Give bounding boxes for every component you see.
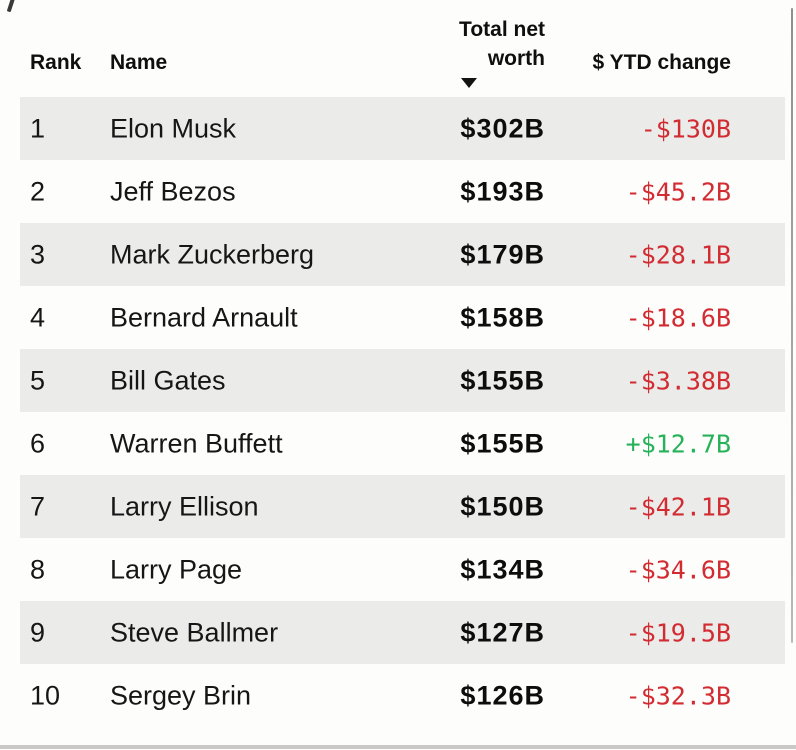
name-cell: Steve Ballmer [110,617,279,647]
rank-cell: 3 [30,239,46,269]
table-row[interactable]: 1 Elon Musk $302B -$130B [0,97,796,160]
name-cell: Bernard Arnault [110,302,298,332]
ytd-change-cell: -$18.6B [625,303,731,332]
rank-cell: 8 [30,554,46,584]
net-worth-cell: $302B [460,113,545,143]
rank-cell: 2 [30,176,46,206]
name-cell: Larry Page [110,554,243,584]
net-worth-cell: $150B [460,491,545,521]
column-header-net-worth[interactable]: Total net worth [459,15,545,73]
ytd-change-cell: -$34.6B [625,555,731,584]
net-worth-cell: $127B [460,617,545,647]
table-row[interactable]: 4 Bernard Arnault $158B -$18.6B [0,286,796,349]
rank-cell: 7 [30,491,46,521]
net-worth-header-line2: worth [487,47,545,70]
table-row[interactable]: 9 Steve Ballmer $127B -$19.5B [0,601,796,664]
rank-cell: 9 [30,617,46,647]
name-cell: Elon Musk [110,113,237,143]
column-header-ytd-change[interactable]: $ YTD change [592,51,732,74]
net-worth-cell: $134B [460,554,545,584]
table-row[interactable]: 6 Warren Buffett $155B +$12.7B [0,412,796,475]
name-cell: Larry Ellison [110,491,259,521]
table-row[interactable]: 3 Mark Zuckerberg $179B -$28.1B [0,223,796,286]
rank-cell: 10 [30,680,61,710]
net-worth-cell: $155B [460,428,545,458]
table-row[interactable]: 5 Bill Gates $155B -$3.38B [0,349,796,412]
rank-cell: 4 [30,302,46,332]
row-background [20,349,785,412]
net-worth-cell: $179B [460,239,545,269]
row-background [20,475,785,538]
ytd-change-cell: -$28.1B [625,240,731,269]
rank-cell: 6 [30,428,46,458]
net-worth-cell: $126B [460,680,545,710]
ytd-change-cell: -$3.38B [625,366,731,395]
name-cell: Jeff Bezos [110,176,236,206]
rank-cell: 1 [30,113,46,143]
sort-descending-icon[interactable] [461,78,477,88]
table-row[interactable]: 7 Larry Ellison $150B -$42.1B [0,475,796,538]
row-background [20,601,785,664]
column-header-name[interactable]: Name [110,51,168,74]
bottom-divider [0,745,796,749]
net-worth-header-line1: Total net [459,18,545,41]
ytd-change-cell: -$130B [640,114,731,143]
right-edge-line [791,8,793,643]
net-worth-cell: $158B [460,302,545,332]
table-header: Rank Name Total net worth $ YTD change [0,0,796,97]
ytd-change-cell: -$45.2B [625,177,731,206]
name-cell: Bill Gates [110,365,226,395]
row-background [20,223,785,286]
ytd-change-cell: -$42.1B [625,492,731,521]
name-cell: Warren Buffett [110,428,283,458]
table-row[interactable]: 2 Jeff Bezos $193B -$45.2B [0,160,796,223]
net-worth-cell: $155B [460,365,545,395]
name-cell: Sergey Brin [110,680,252,710]
table-row[interactable]: 8 Larry Page $134B -$34.6B [0,538,796,601]
row-background [20,97,785,160]
ytd-change-cell: -$19.5B [625,618,731,647]
ytd-change-cell: +$12.7B [625,429,731,458]
table-body: 1 Elon Musk $302B -$130B 2 Jeff Bezos $1… [0,97,796,727]
net-worth-cell: $193B [460,176,545,206]
name-cell: Mark Zuckerberg [110,239,315,269]
rank-cell: 5 [30,365,46,395]
column-header-rank[interactable]: Rank [30,51,82,74]
table-row[interactable]: 10 Sergey Brin $126B -$32.3B [0,664,796,727]
ytd-change-cell: -$32.3B [625,681,731,710]
